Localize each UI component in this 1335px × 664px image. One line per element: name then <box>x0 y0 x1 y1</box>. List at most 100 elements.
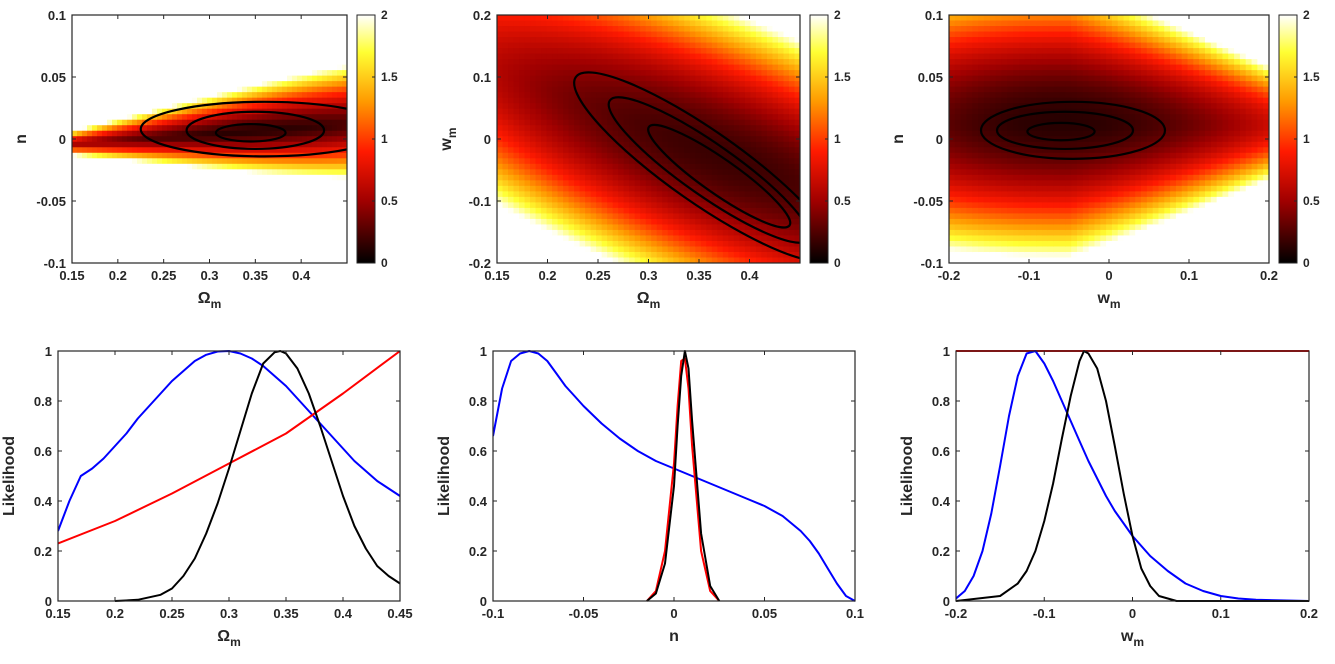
heatmap-cell <box>312 164 318 170</box>
heatmap-cell <box>558 81 564 87</box>
heatmap-cell <box>92 109 98 115</box>
heatmap-cell <box>646 197 652 203</box>
heatmap-cell <box>237 48 243 54</box>
heatmap-cell <box>277 114 283 120</box>
heatmap-cell <box>734 241 740 247</box>
heatmap-cell <box>739 241 745 247</box>
heatmap-cell <box>177 48 183 54</box>
heatmap-cell <box>122 208 128 214</box>
heatmap-cell <box>640 191 646 197</box>
heatmap-cell <box>307 109 313 115</box>
heatmap-cell <box>262 87 268 93</box>
heatmap-cell <box>192 37 198 43</box>
heatmap-cell <box>547 147 553 153</box>
heatmap-cell <box>783 164 789 170</box>
heatmap-cell <box>152 15 158 21</box>
heatmap-cell <box>327 224 333 230</box>
heatmap-cell <box>97 43 103 49</box>
heatmap-cell <box>337 213 343 219</box>
heatmap-cell <box>337 76 343 82</box>
heatmap-cell <box>322 21 328 27</box>
heatmap-cell <box>317 142 323 148</box>
heatmap-cell <box>580 37 586 43</box>
heatmap-cell <box>197 224 203 230</box>
heatmap-cell <box>332 125 338 131</box>
heatmap-cell <box>569 54 575 60</box>
heatmap-cell <box>591 142 597 148</box>
heatmap-cell <box>242 235 248 241</box>
heatmap-cell <box>127 219 133 225</box>
heatmap-cell <box>317 246 323 252</box>
heatmap-cell <box>618 26 624 32</box>
heatmap-cell <box>147 32 153 38</box>
heatmap-cell <box>668 87 674 93</box>
heatmap-cell <box>750 109 756 115</box>
heatmap-cell <box>734 26 740 32</box>
heatmap-cell <box>701 103 707 109</box>
heatmap-cell <box>591 197 597 203</box>
heatmap-cell <box>92 246 98 252</box>
heatmap-cell <box>162 65 168 71</box>
heatmap-cell <box>624 65 630 71</box>
heatmap-cell <box>536 246 542 252</box>
heatmap-cell <box>657 15 663 21</box>
heatmap-cell <box>257 169 263 175</box>
heatmap-cell <box>172 98 178 104</box>
heatmap-cell <box>192 15 198 21</box>
heatmap-cell <box>772 103 778 109</box>
heatmap-cell <box>503 76 509 82</box>
heatmap-cell <box>182 21 188 27</box>
heatmap-cell <box>77 15 83 21</box>
heatmap-cell <box>684 142 690 148</box>
heatmap-cell <box>257 158 263 164</box>
heatmap-cell <box>182 54 188 60</box>
heatmap-cell <box>197 131 203 137</box>
heatmap-cell <box>690 219 696 225</box>
heatmap-cell <box>734 186 740 192</box>
heatmap-cell <box>668 197 674 203</box>
heatmap-cell <box>541 65 547 71</box>
heatmap-cell <box>602 76 608 82</box>
heatmap-cell <box>695 43 701 49</box>
heatmap-cell <box>287 180 293 186</box>
heatmap-cell <box>514 224 520 230</box>
heatmap-cell <box>172 76 178 82</box>
y-tick-label: 0 <box>59 132 66 147</box>
heatmap-cell <box>530 92 536 98</box>
heatmap-cell <box>82 224 88 230</box>
heatmap-cell <box>182 158 188 164</box>
heatmap-cell <box>77 219 83 225</box>
heatmap-cell <box>127 37 133 43</box>
heatmap-cell <box>207 158 213 164</box>
heatmap-cell <box>142 65 148 71</box>
heatmap-cell <box>112 114 118 120</box>
heatmap-cell <box>503 235 509 241</box>
heatmap-cell <box>272 186 278 192</box>
heatmap-cell <box>217 87 223 93</box>
heatmap-cell <box>712 103 718 109</box>
heatmap-cell <box>679 230 685 236</box>
heatmap-cell <box>317 252 323 258</box>
heatmap-cell <box>497 219 503 225</box>
heatmap-cell <box>257 70 263 76</box>
heatmap-cell <box>536 219 542 225</box>
heatmap-cell <box>252 21 258 27</box>
heatmap-cell <box>252 197 258 203</box>
heatmap-cell <box>137 208 143 214</box>
heatmap-cell <box>767 92 773 98</box>
heatmap-cell <box>172 92 178 98</box>
heatmap-cell <box>580 54 586 60</box>
heatmap-cell <box>297 37 303 43</box>
heatmap-cell <box>525 219 531 225</box>
heatmap-cell <box>596 48 602 54</box>
heatmap-cell <box>337 219 343 225</box>
heatmap-cell <box>117 175 123 181</box>
heatmap-cell <box>217 15 223 21</box>
heatmap-cell <box>282 202 288 208</box>
heatmap-cell <box>607 197 613 203</box>
heatmap-cell <box>257 125 263 131</box>
heatmap-cell <box>332 65 338 71</box>
heatmap-cell <box>750 230 756 236</box>
heatmap-cell <box>222 246 228 252</box>
heatmap-cell <box>197 76 203 82</box>
